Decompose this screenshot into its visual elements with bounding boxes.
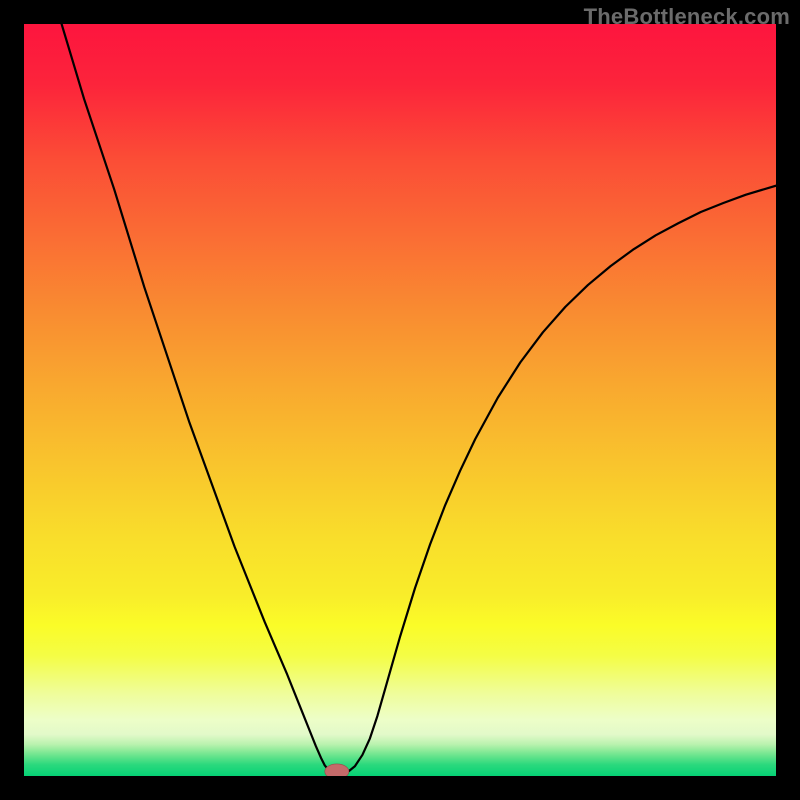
min-marker [325, 764, 349, 776]
chart-background [24, 24, 776, 776]
plot-area [24, 24, 776, 776]
figure-root: TheBottleneck.com [0, 0, 800, 800]
bottleneck-chart [24, 24, 776, 776]
